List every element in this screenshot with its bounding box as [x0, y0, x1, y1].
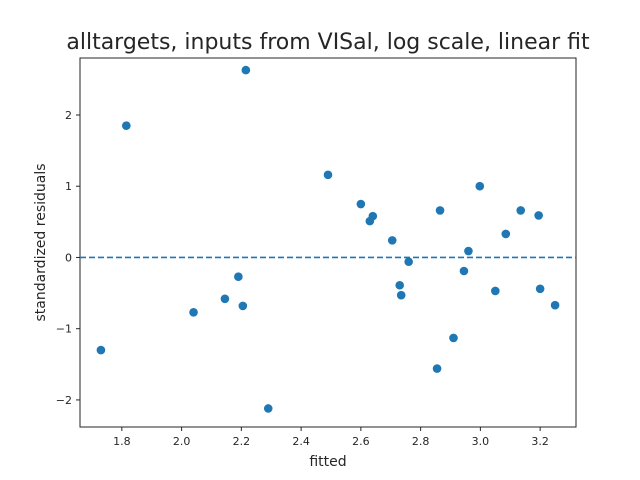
data-point	[404, 257, 413, 267]
data-point	[122, 121, 131, 130]
data-point	[387, 236, 397, 245]
data-point	[189, 308, 198, 317]
data-point	[432, 364, 442, 373]
x-tick-label: 2.8	[412, 435, 430, 448]
data-point	[491, 286, 500, 296]
plot-area	[79, 57, 577, 428]
data-point	[234, 272, 243, 281]
data-point	[534, 211, 543, 220]
y-tick-label: 0	[65, 251, 72, 264]
data-point	[96, 345, 106, 355]
data-point	[475, 181, 485, 191]
x-tick-label: 3.0	[472, 435, 490, 448]
data-point	[464, 246, 473, 256]
x-tick-label: 2.6	[352, 435, 370, 448]
data-point	[241, 65, 251, 75]
x-tick-label: 2.4	[292, 435, 310, 448]
x-tick-label: 2.2	[233, 435, 251, 448]
y-tick-label: −1	[56, 323, 72, 336]
data-point	[501, 229, 511, 239]
data-point	[323, 170, 333, 180]
data-point	[435, 206, 445, 215]
data-point	[356, 199, 366, 209]
chart-title: alltargets, inputs from VISal, log scale…	[66, 30, 590, 55]
x-tick-label: 2.0	[173, 435, 191, 448]
x-tick-label: 3.2	[531, 435, 549, 448]
data-point	[220, 294, 230, 304]
data-point	[535, 284, 545, 294]
data-point	[368, 211, 378, 221]
y-tick-label: 2	[65, 109, 72, 122]
points-layer	[96, 65, 560, 413]
data-point	[395, 280, 405, 290]
data-point	[459, 266, 469, 276]
y-axis-label: standardized residuals	[33, 163, 49, 321]
x-axis-label: fitted	[309, 454, 346, 470]
data-point	[449, 333, 458, 343]
data-point	[263, 404, 273, 413]
x-tick-label: 1.8	[113, 435, 131, 448]
data-point	[238, 301, 248, 311]
y-axis: −2 −1 0 1 2	[56, 109, 80, 407]
data-point	[550, 300, 560, 310]
y-tick-label: −2	[56, 394, 72, 407]
data-point	[516, 206, 526, 215]
data-point	[396, 290, 406, 300]
y-tick-label: 1	[65, 180, 72, 193]
x-axis: 1.8 2.0 2.2 2.4 2.6 2.8 3.0 3.2	[113, 427, 549, 448]
